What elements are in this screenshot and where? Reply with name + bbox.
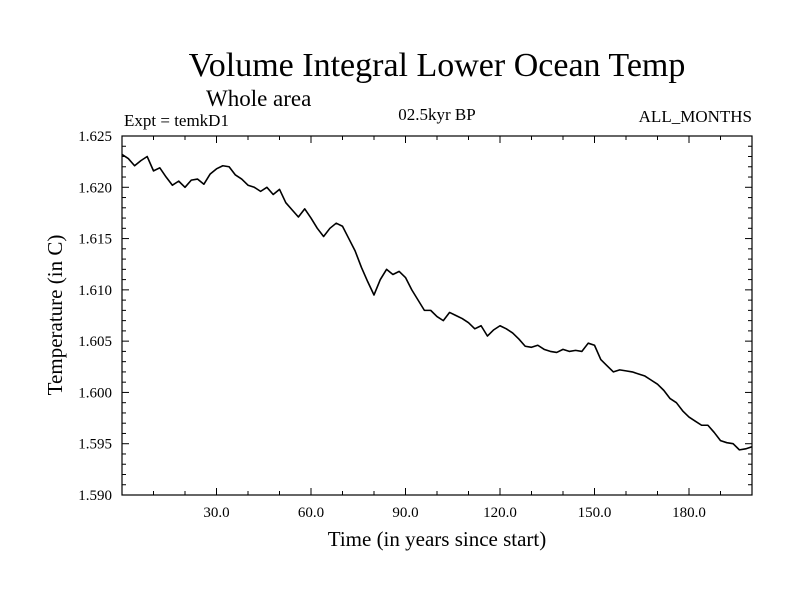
y-tick-label: 1.615	[78, 232, 112, 248]
x-tick-label: 60.0	[298, 505, 324, 521]
chart-title: Volume Integral Lower Ocean Temp	[189, 47, 686, 84]
y-tick-label: 1.600	[78, 385, 112, 401]
x-tick-label: 30.0	[203, 505, 229, 521]
y-axis-ticks: 1.590 1.595 1.600 1.605 1.610 1.615 1.620 1.625	[78, 129, 752, 504]
y-tick-label: 1.620	[78, 180, 112, 196]
x-tick-label: 180.0	[672, 505, 706, 521]
x-tick-label: 150.0	[578, 505, 612, 521]
months-label: ALL_MONTHS	[639, 107, 752, 126]
y-axis-label: Temperature (in C)	[43, 235, 67, 396]
x-tick-label: 90.0	[392, 505, 418, 521]
x-tick-label: 120.0	[483, 505, 517, 521]
y-tick-label: 1.590	[78, 488, 112, 504]
y-tick-label: 1.610	[78, 283, 112, 299]
temperature-series-line	[121, 153, 753, 451]
period-label: 02.5kyr BP	[398, 105, 475, 124]
y-tick-label: 1.625	[78, 129, 112, 145]
chart-subtitle: Whole area	[206, 86, 311, 111]
plot-frame	[121, 135, 753, 496]
experiment-label: Expt = temkD1	[124, 111, 229, 130]
x-axis-ticks: 30.0 60.0 90.0 120.0 150.0 180.0	[153, 136, 721, 521]
y-tick-label: 1.605	[78, 334, 112, 350]
x-axis-label: Time (in years since start)	[328, 527, 547, 551]
y-tick-label: 1.595	[78, 437, 112, 453]
